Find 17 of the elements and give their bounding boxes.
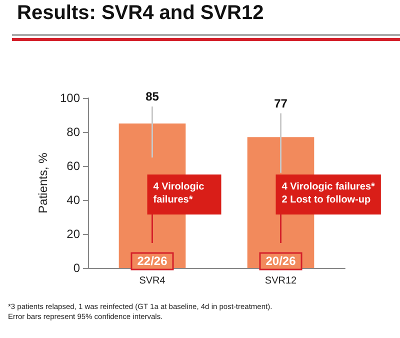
annotation: 20/26 xyxy=(266,254,296,268)
text: 2 Lost to follow-up xyxy=(282,194,371,206)
y-tick-label: 20 xyxy=(66,227,80,241)
data-label: 85 xyxy=(146,90,160,104)
annotation: 4 Virologic failures* xyxy=(282,182,376,192)
text: 4 Virologic failures* xyxy=(153,182,204,206)
y-tick-label: 100 xyxy=(60,91,80,105)
chart-title: Results: SVR4 and SVR12 xyxy=(17,2,264,25)
y-tick-label: 40 xyxy=(66,193,80,207)
y-tick-label: 0 xyxy=(73,261,80,275)
y-tick-label: 60 xyxy=(66,159,80,173)
y-tick-label: 80 xyxy=(66,125,80,139)
annotation: 22/26 xyxy=(137,254,168,268)
x-tick-label: SVR4 xyxy=(139,276,166,286)
y-axis-title: Patients, % xyxy=(36,152,50,214)
data-label: 77 xyxy=(274,96,288,110)
x-tick-label: SVR12 xyxy=(264,276,298,286)
